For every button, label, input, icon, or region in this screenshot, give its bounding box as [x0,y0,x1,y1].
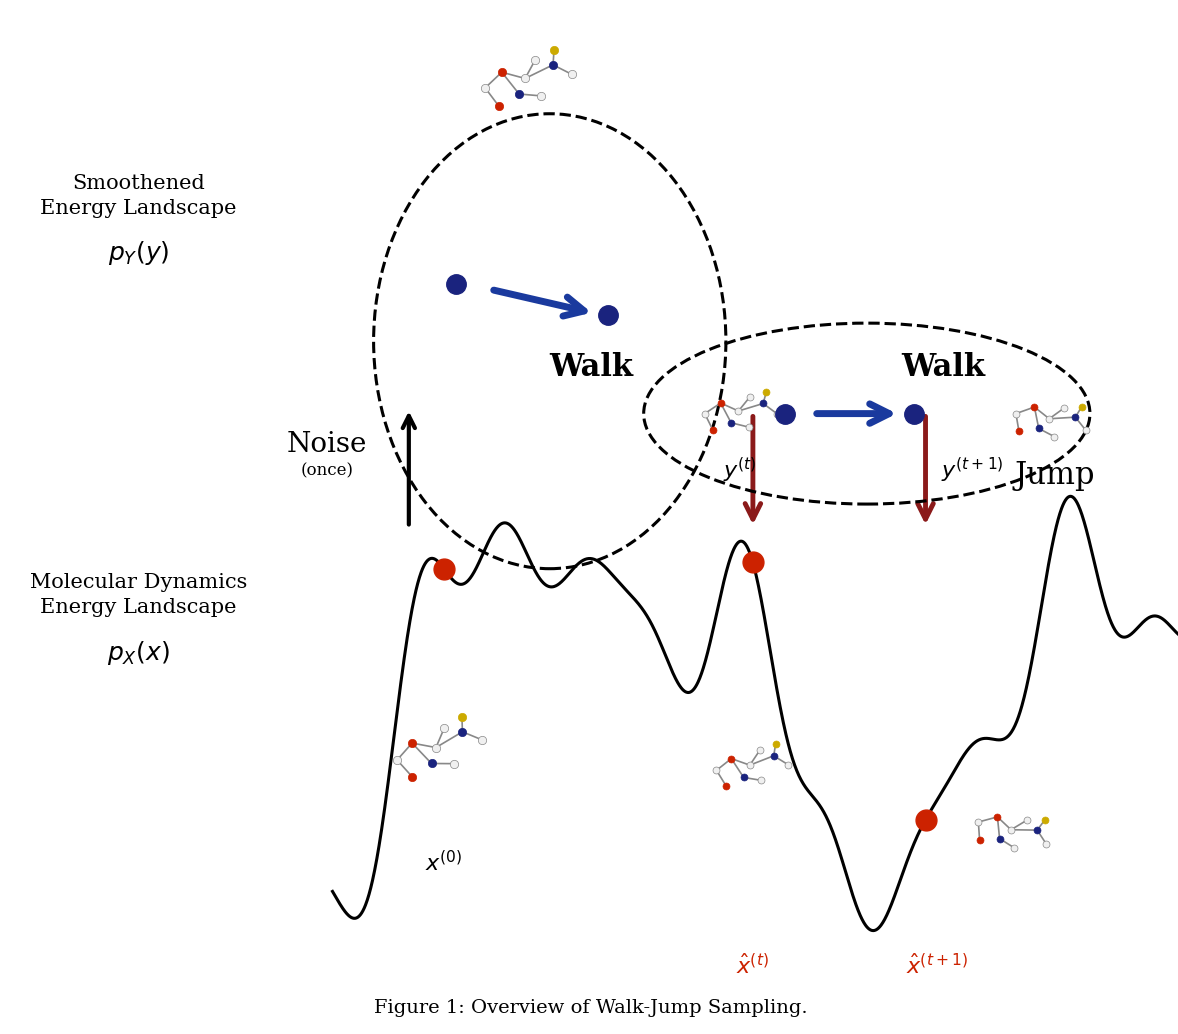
Text: $\hat{x}^{(t)}$: $\hat{x}^{(t)}$ [736,954,769,979]
Text: (once): (once) [300,462,353,479]
Text: $p_X(x)$: $p_X(x)$ [107,639,170,668]
Text: Molecular Dynamics
Energy Landscape: Molecular Dynamics Energy Landscape [31,573,247,616]
Text: Walk: Walk [901,352,985,383]
Text: Figure 1: Overview of Walk-Jump Sampling.: Figure 1: Overview of Walk-Jump Sampling… [375,999,808,1017]
Text: $p_Y(y)$: $p_Y(y)$ [108,239,170,268]
Text: Jump: Jump [1014,460,1094,491]
Text: $y^{(t)}$: $y^{(t)}$ [723,456,756,485]
Text: Walk: Walk [549,352,633,383]
Text: $x^{(0)}$: $x^{(0)}$ [425,851,463,876]
Text: $y^{(t+1)}$: $y^{(t+1)}$ [941,456,1004,485]
Text: $\hat{x}^{(t+1)}$: $\hat{x}^{(t+1)}$ [906,954,968,979]
Text: Smoothened
Energy Landscape: Smoothened Energy Landscape [40,175,237,218]
Text: Noise: Noise [286,431,366,458]
